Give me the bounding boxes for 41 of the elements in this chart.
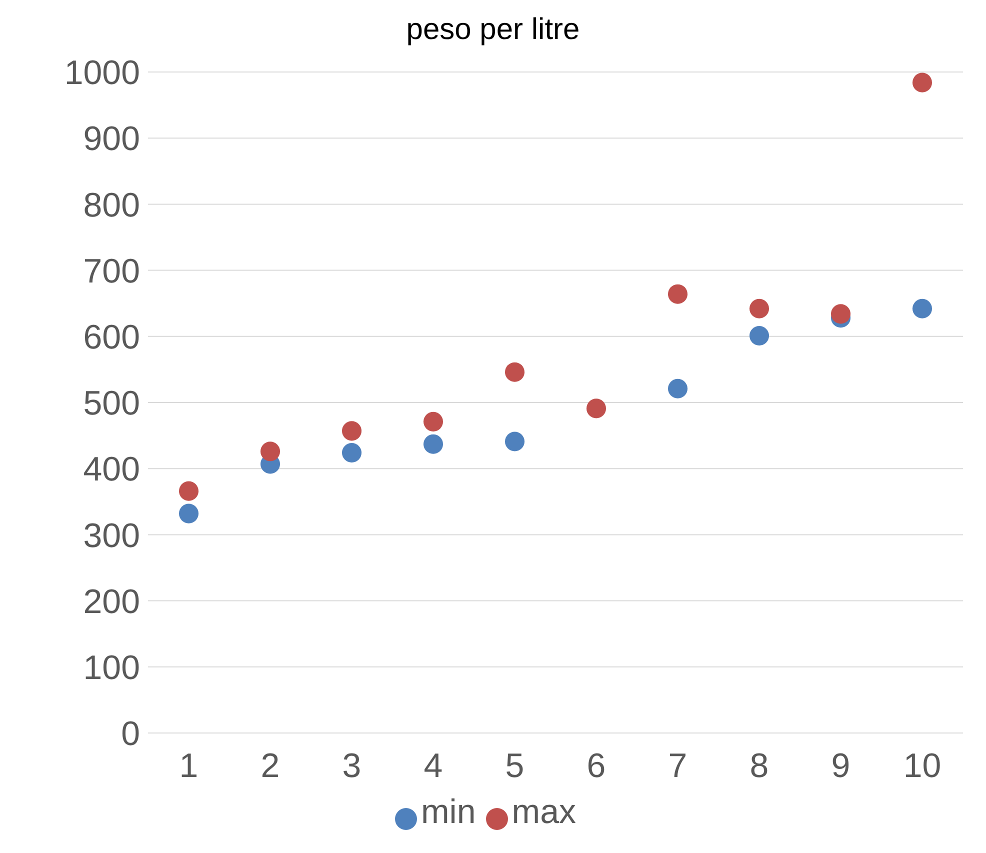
y-tick-label: 600 xyxy=(83,318,140,356)
x-tick-label: 10 xyxy=(903,747,942,786)
point xyxy=(504,362,525,382)
point xyxy=(342,421,362,441)
y-tick-label: 800 xyxy=(83,186,140,224)
y-tick-label: 700 xyxy=(83,252,140,290)
x-tick-label: 3 xyxy=(342,747,362,786)
point xyxy=(342,442,362,462)
x-tick-label: 9 xyxy=(831,747,850,786)
point xyxy=(504,432,525,452)
x-tick-label: 1 xyxy=(179,747,198,786)
y-tick-label: 300 xyxy=(83,516,140,555)
point xyxy=(668,378,688,398)
point xyxy=(260,442,280,462)
y-tick-label: 1000 xyxy=(64,54,140,92)
y-tick-label: 900 xyxy=(83,120,140,158)
point xyxy=(423,412,444,432)
point xyxy=(423,434,444,454)
x-tick-label: 8 xyxy=(750,747,769,786)
point xyxy=(668,284,688,304)
y-tick-label: 400 xyxy=(83,450,140,489)
x-tick-label: 4 xyxy=(424,747,443,786)
y-tick-label: 100 xyxy=(83,648,140,687)
chart-title: peso per litre xyxy=(405,12,581,48)
y-tick-label: 200 xyxy=(83,582,140,621)
point xyxy=(912,298,932,318)
point xyxy=(749,298,770,318)
x-tick-label: 7 xyxy=(668,747,688,786)
legend-label: max xyxy=(512,793,576,831)
point xyxy=(178,481,199,501)
point xyxy=(586,398,606,418)
y-tick-label: 500 xyxy=(83,384,140,423)
legend-label: min xyxy=(420,793,476,831)
x-tick-label: 6 xyxy=(586,747,606,786)
x-tick-label: 5 xyxy=(505,747,524,786)
x-tick-label: 2 xyxy=(260,747,280,786)
point xyxy=(749,326,770,346)
point xyxy=(830,304,851,324)
point xyxy=(178,504,199,524)
y-tick-label: 0 xyxy=(121,715,140,754)
point xyxy=(912,72,932,92)
